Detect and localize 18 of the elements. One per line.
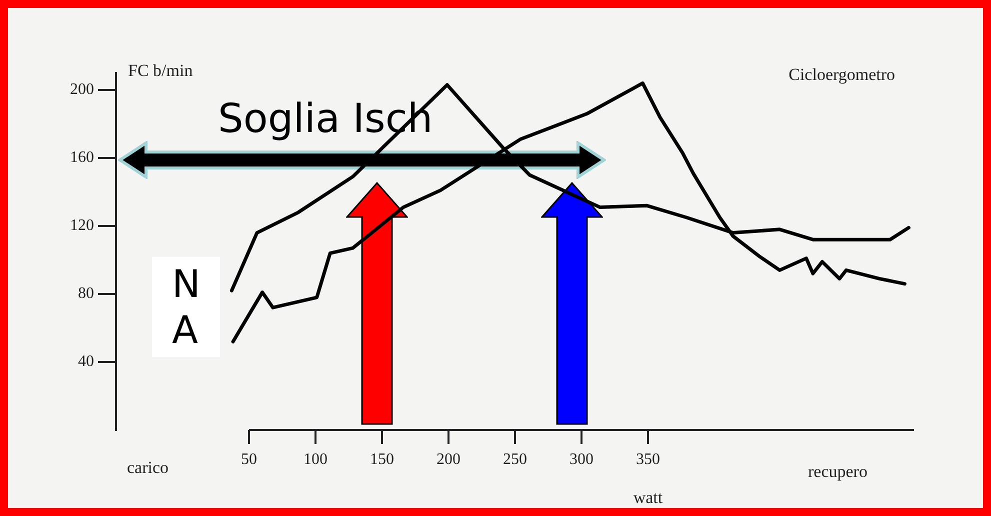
x-tick-label: 350 — [636, 450, 660, 468]
y-tick-label: 200 — [70, 81, 94, 98]
text: carico — [127, 458, 169, 478]
y-tick-label: 120 — [70, 217, 94, 234]
x-tick-label: 150 — [370, 450, 394, 468]
text: recupero — [808, 462, 868, 482]
annotation: N A — [152, 257, 220, 357]
y-tick-label: 160 — [70, 149, 94, 166]
y-tick-label: 80 — [78, 285, 94, 302]
x-tick-label: 200 — [436, 450, 460, 468]
x-axis-title: watt — [633, 488, 663, 507]
x-tick-label: 300 — [570, 450, 594, 468]
x-tick-label: 50 — [241, 450, 257, 468]
x-tick-label: 100 — [304, 450, 328, 468]
y-tick-label: 40 — [78, 353, 94, 370]
chart-title: Cicloergometro — [788, 65, 895, 84]
y-axis-title: FC b/min — [128, 61, 194, 80]
x-tick-label: 250 — [503, 450, 527, 468]
